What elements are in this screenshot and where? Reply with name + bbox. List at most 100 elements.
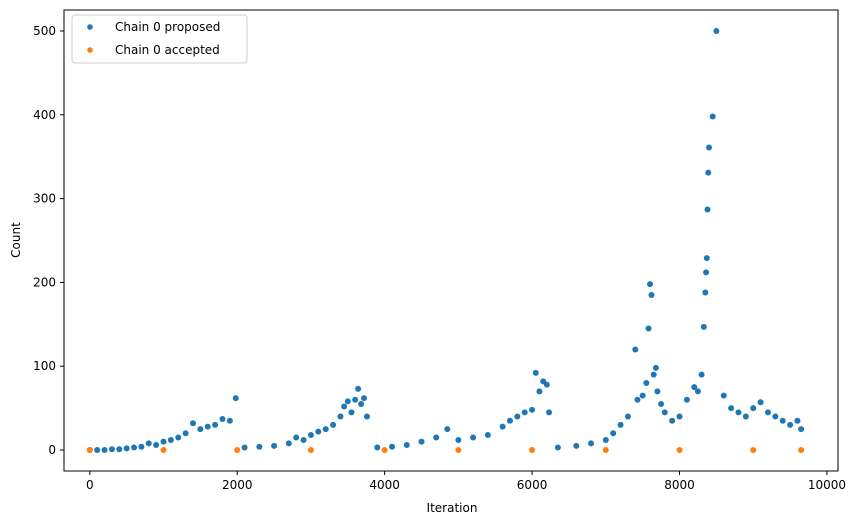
series-0-point (131, 444, 138, 451)
series-0-point (271, 442, 278, 449)
y-tick-label: 200 (33, 275, 56, 289)
series-0-point (521, 409, 528, 416)
series-0-point (484, 431, 491, 438)
series-0-point (536, 388, 543, 395)
series-0-point (546, 409, 553, 416)
series-0-point (307, 431, 314, 438)
series-0-point (532, 369, 539, 376)
x-tick-label: 6000 (517, 478, 548, 492)
x-tick-label: 4000 (369, 478, 400, 492)
y-tick-label: 400 (33, 108, 56, 122)
series-0-point (529, 406, 536, 413)
series-0-point (720, 392, 727, 399)
series-0-point (643, 379, 650, 386)
series-0-point (798, 426, 805, 433)
series-0-point (190, 420, 196, 427)
series-0-point (634, 396, 641, 403)
series-0-point (647, 281, 654, 288)
series-0-point (728, 405, 735, 412)
series-0-point (735, 409, 742, 416)
series-1-point (234, 447, 241, 454)
series-0-point (123, 445, 130, 452)
series-0-point (352, 396, 359, 403)
series-0-point (499, 423, 506, 430)
series-0-point (389, 443, 396, 450)
series-0-point (713, 27, 720, 34)
series-0-point (344, 398, 351, 405)
series-0-point (750, 405, 757, 412)
series-0-point (554, 444, 561, 451)
series-0-point (361, 395, 368, 402)
series-0-point (676, 413, 683, 420)
legend-box (71, 14, 248, 64)
series-0-point (624, 413, 631, 420)
y-tick-label: 300 (33, 192, 56, 206)
series-0-point (212, 421, 219, 428)
series-0-point (182, 430, 189, 437)
series-0-point (794, 417, 801, 424)
series-0-point (573, 442, 580, 449)
x-axis-label: Iteration (427, 501, 478, 515)
x-tick-label: 8000 (664, 478, 695, 492)
series-0-point (617, 421, 624, 428)
y-axis-label: Count (9, 222, 23, 258)
series-0-point (315, 428, 322, 435)
series-0-point (355, 385, 362, 392)
series-0-point (658, 400, 665, 407)
series-0-point (514, 413, 521, 420)
series-0-point (363, 413, 370, 420)
series-layer (86, 27, 805, 454)
series-0-point (652, 364, 659, 371)
series-0-point (145, 440, 152, 447)
series-1-point (798, 447, 805, 454)
series-1-point (160, 447, 167, 454)
series-0-point (241, 444, 248, 451)
series-0-point (779, 417, 786, 424)
series-0-point (232, 395, 239, 402)
y-axis-ticks: 0 100 200 300 400 500 (33, 24, 64, 457)
series-0-point (444, 426, 451, 433)
series-0-point (101, 447, 108, 454)
series-0-point (543, 381, 550, 388)
series-1-point (307, 447, 314, 454)
series-0-point (772, 413, 779, 420)
series-1-point (750, 447, 757, 454)
series-0-point (602, 436, 609, 443)
series-0-point (691, 384, 698, 391)
series-0-point (645, 325, 652, 332)
series-0-point (175, 434, 182, 441)
y-tick-label: 0 (48, 443, 56, 457)
legend: Chain 0 proposed Chain 0 accepted (71, 14, 248, 64)
legend-label-accepted: Chain 0 accepted (115, 43, 220, 57)
series-0-point (632, 346, 639, 353)
series-0-point (197, 426, 204, 433)
series-1-point (602, 447, 609, 454)
y-tick-label: 100 (33, 359, 56, 373)
series-0-point (256, 443, 263, 450)
x-tick-label: 10000 (808, 478, 846, 492)
series-0-point (639, 392, 646, 399)
series-0 (86, 27, 805, 454)
series-0-point (108, 446, 115, 453)
x-axis-ticks: 0 2000 4000 6000 8000 10000 (86, 471, 846, 492)
series-0-point (650, 371, 657, 378)
series-0-point (661, 409, 668, 416)
series-0-point (698, 371, 705, 378)
series-0-point (116, 446, 123, 453)
legend-marker-proposed (87, 24, 93, 30)
x-tick-label: 2000 (222, 478, 253, 492)
series-0-point (704, 206, 711, 213)
series-0-point (403, 442, 410, 449)
series-0-point (700, 323, 707, 330)
series-0-point (742, 413, 749, 420)
axes-frame (63, 9, 839, 472)
y-tick-label: 500 (33, 24, 56, 38)
series-0-point (358, 400, 365, 407)
series-0-point (433, 434, 440, 441)
series-0-point (683, 396, 690, 403)
series-0-point (153, 442, 160, 449)
series-0-point (787, 421, 794, 428)
series-0-point (285, 440, 292, 447)
series-0-point (705, 169, 712, 176)
